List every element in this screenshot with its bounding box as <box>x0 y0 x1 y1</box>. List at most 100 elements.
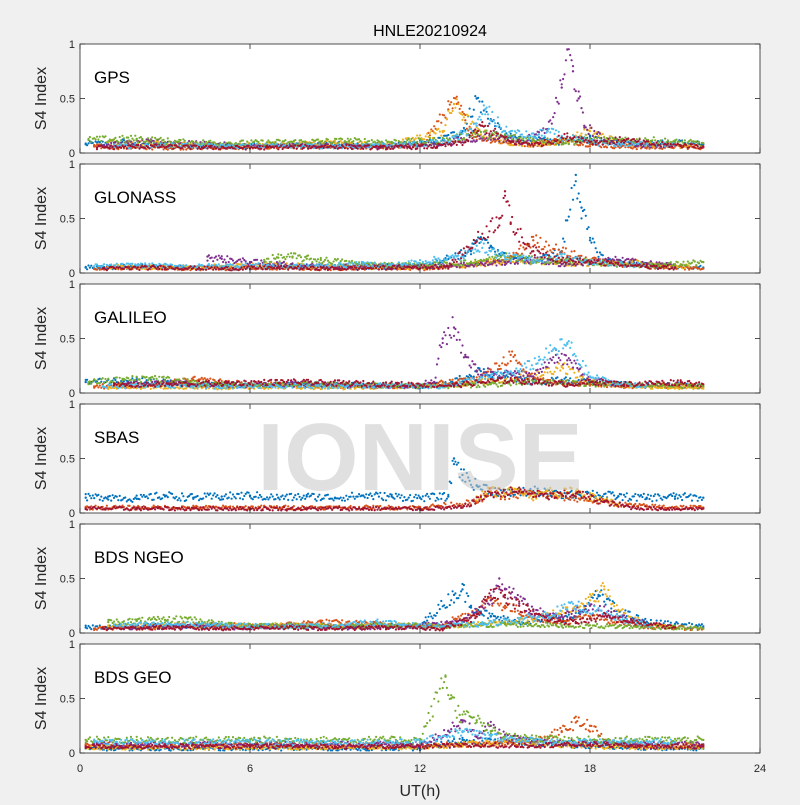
data-point <box>141 138 143 140</box>
data-point <box>488 106 490 108</box>
data-point <box>510 262 512 264</box>
data-point <box>539 137 541 139</box>
data-point <box>512 136 514 138</box>
data-point <box>450 101 452 103</box>
data-point <box>426 140 428 142</box>
data-point <box>345 260 347 262</box>
data-point <box>563 133 565 135</box>
data-point <box>284 139 286 141</box>
data-point <box>651 143 653 145</box>
data-point <box>636 148 638 150</box>
data-point <box>563 241 565 243</box>
data-point <box>562 140 564 142</box>
data-point <box>379 146 381 148</box>
data-point <box>476 125 478 127</box>
data-point <box>393 147 395 149</box>
data-point <box>433 137 435 139</box>
data-point <box>545 241 547 243</box>
data-point <box>544 139 546 141</box>
data-point <box>650 260 652 262</box>
data-point <box>524 145 526 147</box>
data-point <box>573 250 575 252</box>
panel-name: GPS <box>94 68 130 87</box>
data-point <box>481 113 483 115</box>
data-point <box>544 135 546 137</box>
data-point <box>480 119 482 121</box>
data-point <box>486 132 488 134</box>
data-point <box>606 140 608 142</box>
data-point <box>572 65 574 67</box>
data-point <box>456 266 458 268</box>
data-point <box>582 137 584 139</box>
data-point <box>335 145 337 147</box>
data-point <box>488 133 490 135</box>
data-point <box>566 132 568 134</box>
data-point <box>656 142 658 144</box>
data-point <box>291 141 293 143</box>
data-point <box>334 147 336 149</box>
data-point <box>641 142 643 144</box>
data-point <box>661 141 663 143</box>
data-point <box>569 54 571 56</box>
data-point <box>470 123 472 125</box>
data-point <box>538 246 540 248</box>
data-point <box>566 36 568 38</box>
data-point <box>576 197 578 199</box>
data-point <box>578 90 580 92</box>
data-point <box>267 258 269 260</box>
data-point <box>233 147 235 149</box>
data-point <box>487 125 489 127</box>
data-point <box>439 264 441 266</box>
data-point <box>684 139 686 141</box>
data-point <box>333 260 335 262</box>
data-point <box>202 143 204 145</box>
data-point <box>252 143 254 145</box>
data-point <box>573 136 575 138</box>
data-point <box>667 143 669 145</box>
data-point <box>345 141 347 143</box>
data-point <box>501 264 503 266</box>
data-point <box>439 130 441 132</box>
data-point <box>216 259 218 261</box>
data-point <box>534 256 536 258</box>
data-point <box>164 143 166 145</box>
data-point <box>583 209 585 211</box>
data-point <box>223 259 225 261</box>
data-point <box>321 140 323 142</box>
data-point <box>490 119 492 121</box>
data-point <box>565 138 567 140</box>
data-point <box>524 136 526 138</box>
data-point <box>688 146 690 148</box>
data-point <box>222 261 224 263</box>
data-point <box>314 258 316 260</box>
data-point <box>559 265 561 267</box>
data-point <box>160 146 162 148</box>
data-point <box>585 139 587 141</box>
data-point <box>304 140 306 142</box>
data-point <box>287 147 289 149</box>
data-point <box>454 140 456 142</box>
data-point <box>381 141 383 143</box>
data-point <box>93 267 95 269</box>
data-point <box>391 146 393 148</box>
data-point <box>464 259 466 261</box>
data-point <box>623 142 625 144</box>
data-point <box>188 146 190 148</box>
data-point <box>481 101 483 103</box>
data-point <box>473 109 475 111</box>
data-point <box>246 141 248 143</box>
data-point <box>486 111 488 113</box>
data-point <box>685 144 687 146</box>
data-point <box>371 139 373 141</box>
data-point <box>549 119 551 121</box>
data-point <box>515 144 517 146</box>
data-point <box>454 107 456 109</box>
data-point <box>532 239 534 241</box>
data-point <box>181 147 183 149</box>
data-point <box>542 248 544 250</box>
data-point <box>491 134 493 136</box>
data-point <box>603 136 605 138</box>
data-point <box>248 145 250 147</box>
data-point <box>599 133 601 135</box>
